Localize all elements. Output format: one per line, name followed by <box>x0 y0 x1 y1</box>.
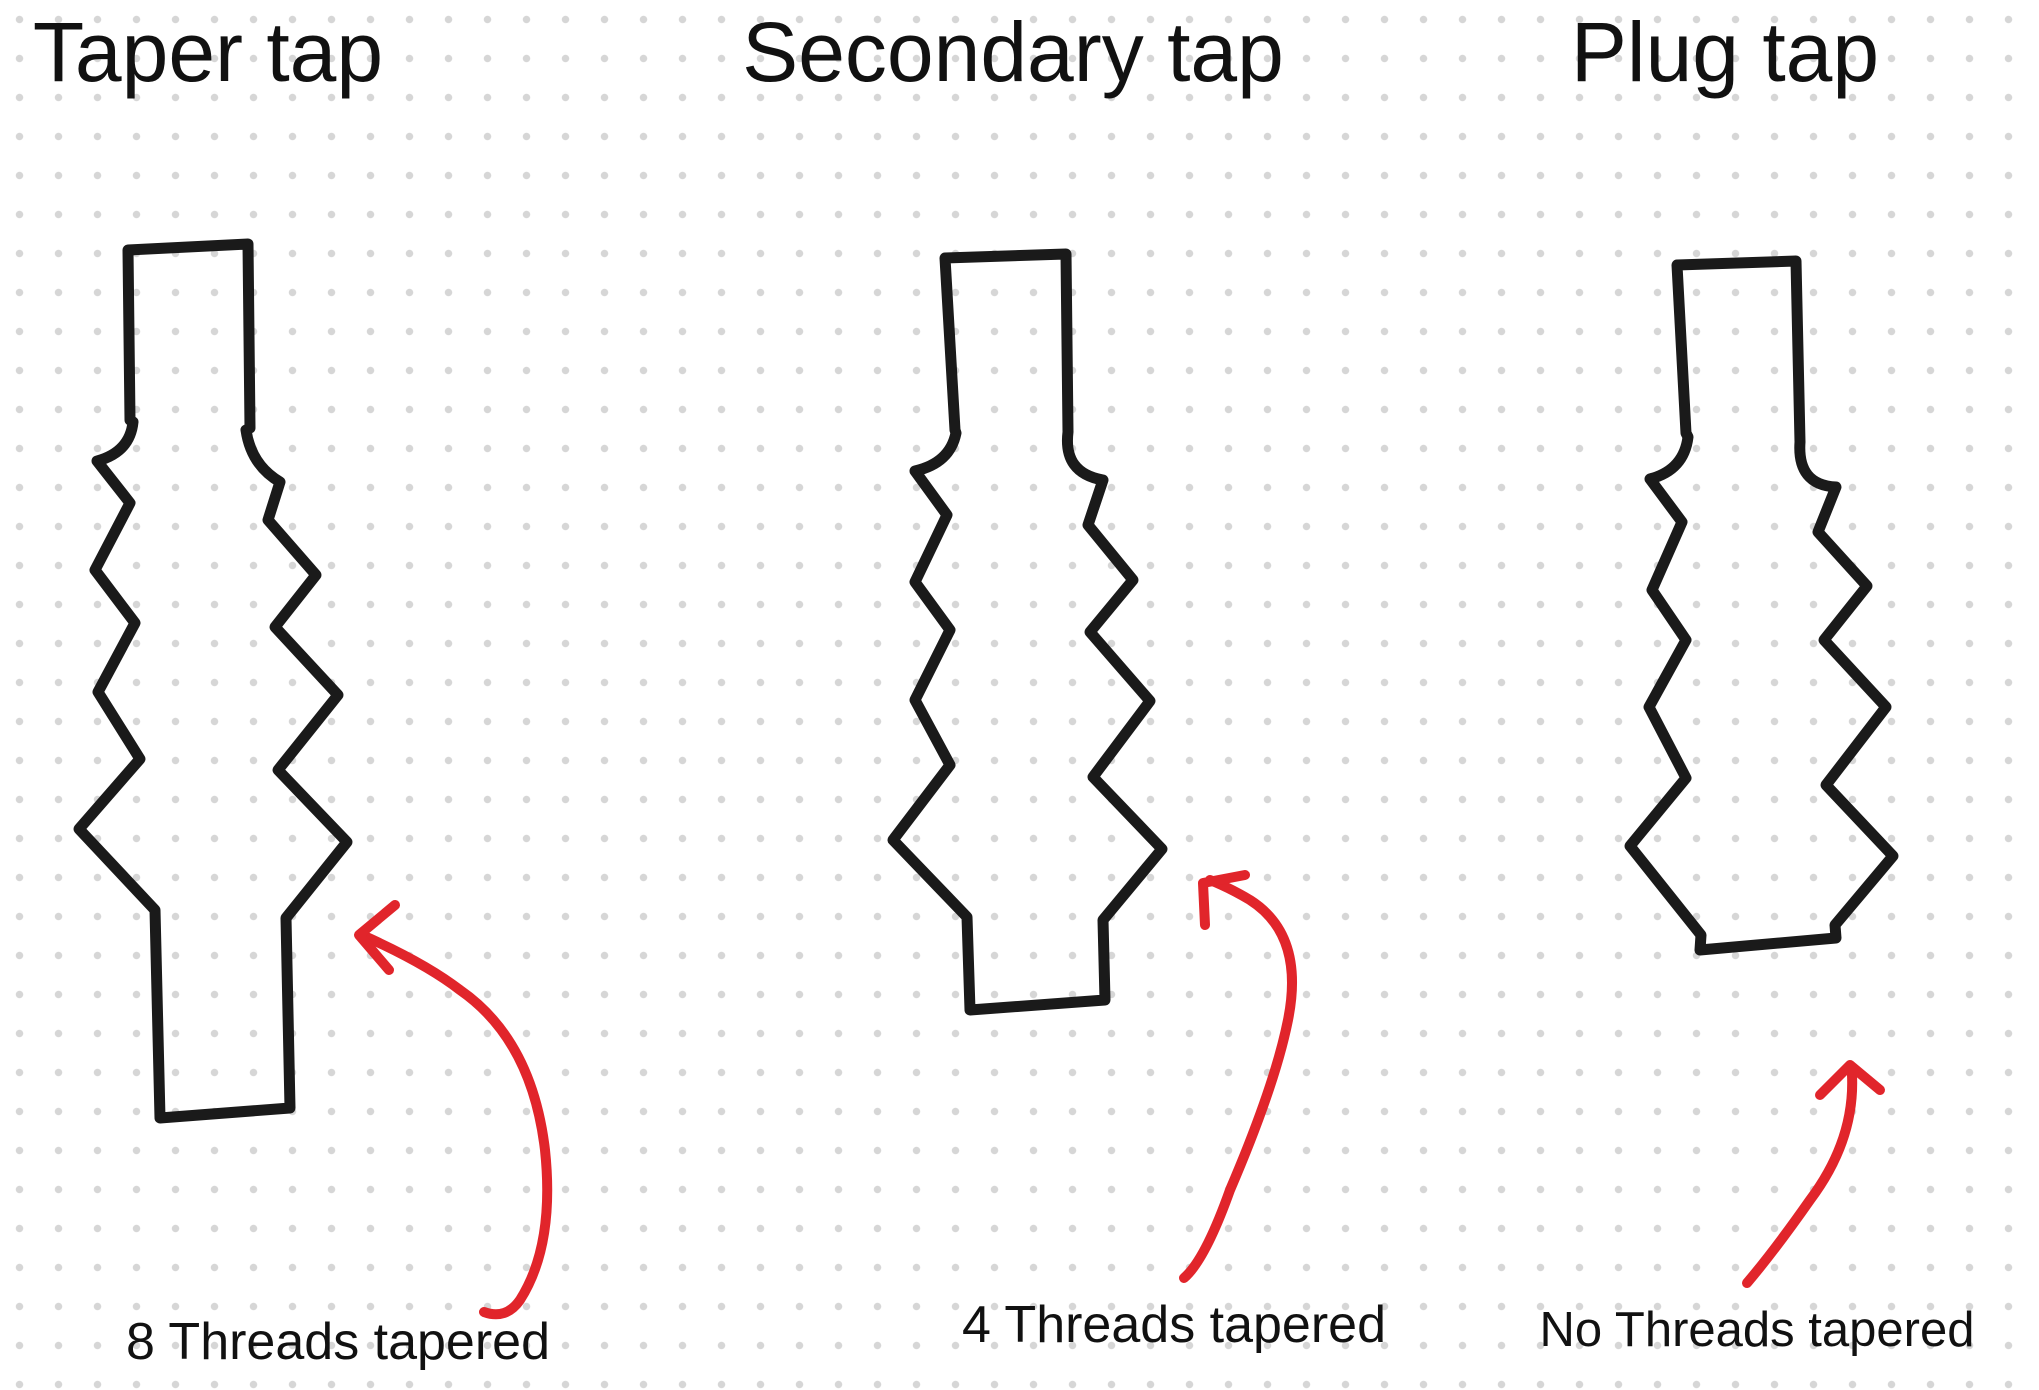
plug-tap-outline <box>1624 255 1899 956</box>
secondary-tap-title: Secondary tap <box>742 5 1284 99</box>
plug-tap-title: Plug tap <box>1570 5 1880 99</box>
taper-tap-outline <box>73 238 353 1124</box>
plug-tap-caption: No Threads tapered <box>1539 1303 1975 1357</box>
secondary-tap-outline <box>887 248 1168 1016</box>
secondary-tap-arrow <box>1179 870 1297 1283</box>
taper-tap-caption: 8 Threads tapered <box>126 1313 550 1371</box>
secondary-tap-caption: 4 Threads tapered <box>962 1296 1386 1354</box>
plug-tap-arrow <box>1742 1060 1885 1288</box>
taper-tap-arrow <box>354 900 553 1320</box>
taper-tap-title: Taper tap <box>32 5 384 99</box>
